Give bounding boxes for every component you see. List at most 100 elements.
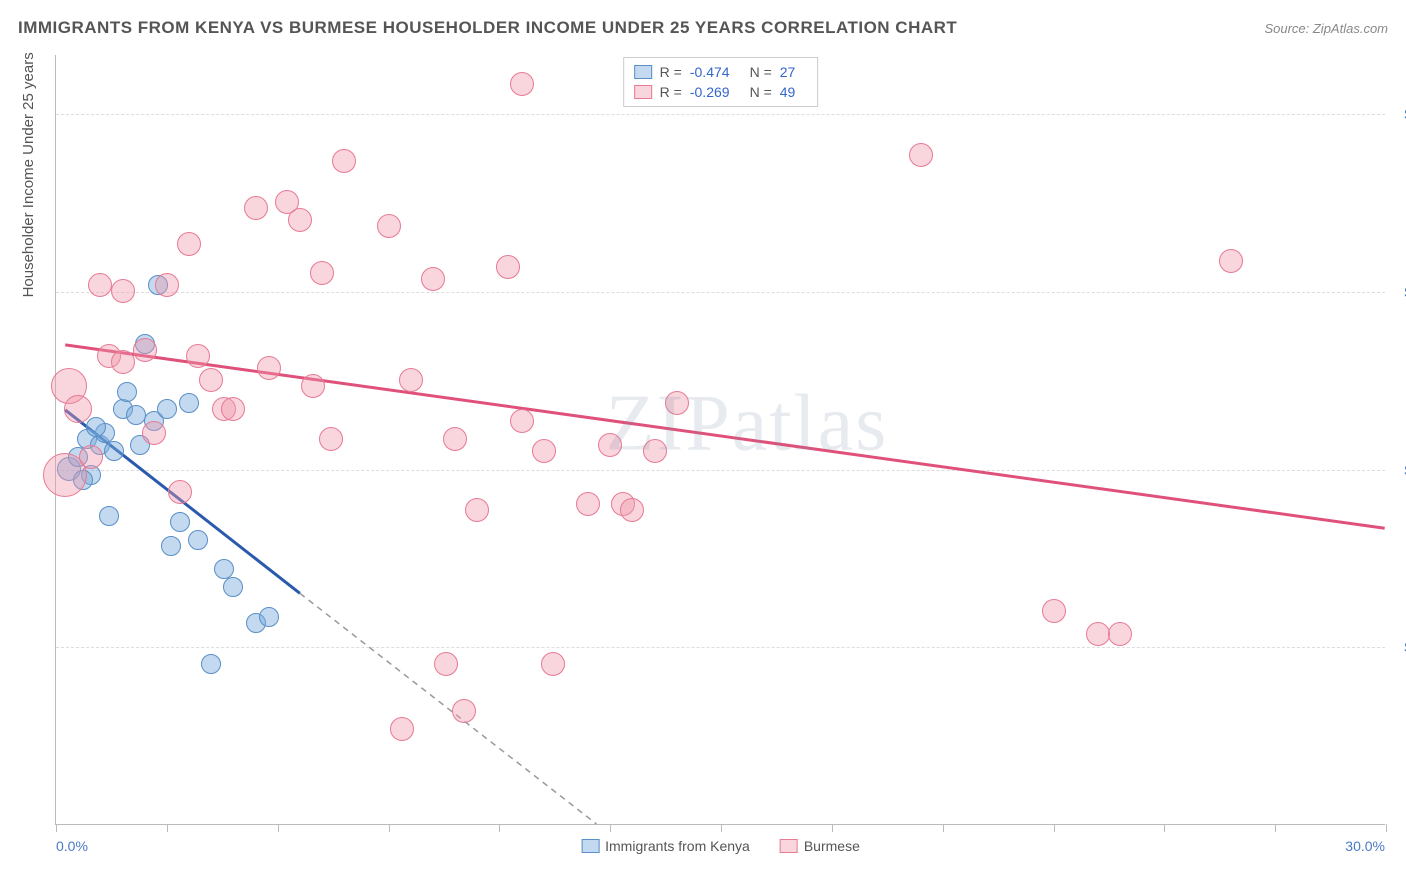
gridline [56, 292, 1385, 293]
y-axis-title: Householder Income Under 25 years [20, 52, 37, 297]
burmese-point [496, 255, 520, 279]
kenya-trendline-extrapolated [300, 593, 597, 824]
burmese-point [88, 273, 112, 297]
burmese-point [465, 498, 489, 522]
kenya-point [188, 530, 208, 550]
series-legend-item: Immigrants from Kenya [581, 838, 750, 854]
kenya-point [104, 441, 124, 461]
kenya-point [179, 393, 199, 413]
x-tick [278, 824, 279, 832]
burmese-point [510, 409, 534, 433]
burmese-point [421, 267, 445, 291]
burmese-point [319, 427, 343, 451]
burmese-point [257, 356, 281, 380]
kenya-point [99, 506, 119, 526]
burmese-point [576, 492, 600, 516]
burmese-point [310, 261, 334, 285]
kenya-point [161, 536, 181, 556]
r-value: -0.269 [690, 84, 730, 100]
burmese-point [111, 279, 135, 303]
x-tick [610, 824, 611, 832]
r-value: -0.474 [690, 64, 730, 80]
n-label: N = [750, 84, 772, 100]
kenya-point [117, 382, 137, 402]
burmese-point [643, 439, 667, 463]
y-tick-label: $50,000 [1395, 462, 1406, 478]
burmese-point [199, 368, 223, 392]
n-value: 49 [780, 84, 796, 100]
kenya-point [201, 654, 221, 674]
series-legend-label: Immigrants from Kenya [605, 838, 750, 854]
burmese-point [301, 374, 325, 398]
x-tick [1054, 824, 1055, 832]
burmese-point [598, 433, 622, 457]
legend-swatch [780, 839, 798, 853]
x-tick [499, 824, 500, 832]
chart-title: IMMIGRANTS FROM KENYA VS BURMESE HOUSEHO… [18, 18, 957, 38]
burmese-point [332, 149, 356, 173]
n-label: N = [750, 64, 772, 80]
kenya-point [157, 399, 177, 419]
gridline [56, 114, 1385, 115]
correlation-legend: R = -0.474 N = 27 R = -0.269 N = 49 [623, 57, 819, 107]
burmese-point [186, 344, 210, 368]
series-legend: Immigrants from Kenya Burmese [581, 838, 860, 854]
burmese-point [399, 368, 423, 392]
legend-swatch [634, 65, 652, 79]
burmese-point [434, 652, 458, 676]
burmese-point [168, 480, 192, 504]
x-tick [721, 824, 722, 832]
n-value: 27 [780, 64, 796, 80]
x-tick [167, 824, 168, 832]
burmese-point [111, 350, 135, 374]
x-tick [56, 824, 57, 832]
chart-plot-area: ZIPatlas $35,000$50,000$65,000$80,000 R … [55, 55, 1385, 825]
burmese-point [155, 273, 179, 297]
burmese-point [1042, 599, 1066, 623]
correlation-legend-row: R = -0.474 N = 27 [634, 62, 808, 82]
x-axis-min-label: 0.0% [56, 838, 88, 854]
series-legend-item: Burmese [780, 838, 860, 854]
gridline [56, 647, 1385, 648]
burmese-point [1108, 622, 1132, 646]
burmese-point [665, 391, 689, 415]
r-label: R = [660, 64, 682, 80]
legend-swatch [634, 85, 652, 99]
y-tick-label: $80,000 [1395, 106, 1406, 122]
legend-swatch [581, 839, 599, 853]
y-tick-label: $35,000 [1395, 639, 1406, 655]
burmese-point [1086, 622, 1110, 646]
burmese-point [64, 395, 92, 423]
x-axis-max-label: 30.0% [1345, 838, 1385, 854]
kenya-point [223, 577, 243, 597]
x-tick [943, 824, 944, 832]
x-tick [1386, 824, 1387, 832]
burmese-point [620, 498, 644, 522]
burmese-point [142, 421, 166, 445]
burmese-point [79, 445, 103, 469]
burmese-point [133, 338, 157, 362]
burmese-point [452, 699, 476, 723]
kenya-point [259, 607, 279, 627]
burmese-point [377, 214, 401, 238]
burmese-point [288, 208, 312, 232]
correlation-legend-row: R = -0.269 N = 49 [634, 82, 808, 102]
burmese-point [510, 72, 534, 96]
burmese-point [541, 652, 565, 676]
x-tick [389, 824, 390, 832]
x-tick [1275, 824, 1276, 832]
source-label: Source: ZipAtlas.com [1264, 21, 1388, 36]
x-tick [832, 824, 833, 832]
burmese-point [532, 439, 556, 463]
x-tick [1164, 824, 1165, 832]
series-legend-label: Burmese [804, 838, 860, 854]
burmese-point [221, 397, 245, 421]
burmese-point [177, 232, 201, 256]
kenya-point [86, 417, 106, 437]
gridline [56, 470, 1385, 471]
burmese-point [390, 717, 414, 741]
burmese-point [244, 196, 268, 220]
burmese-point [443, 427, 467, 451]
kenya-point [170, 512, 190, 532]
r-label: R = [660, 84, 682, 100]
